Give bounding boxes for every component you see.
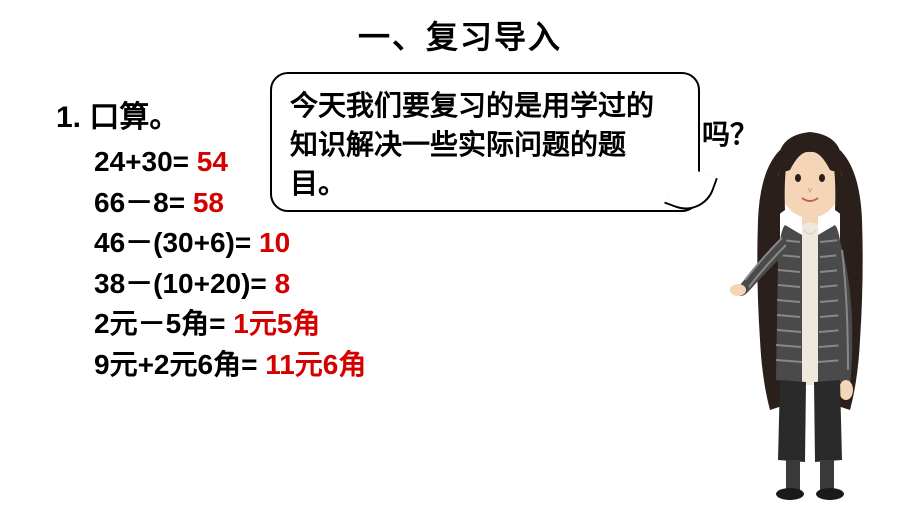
speech-bubble: 今天我们要复习的是用学过的知识解决一些实际问题的题目。 — [270, 72, 700, 212]
equation-answer: 54 — [197, 146, 228, 177]
equation-answer: 10 — [259, 227, 290, 258]
equation-expression: 46－(30+6)= — [94, 227, 259, 258]
equation-expression: 24+30= — [94, 146, 197, 177]
equation-answer: 11元6角 — [265, 349, 366, 380]
equation-line: 46－(30+6)= 10 — [94, 223, 366, 264]
equation-expression: 2元－5角= — [94, 308, 233, 339]
equation-expression: 38－(10+20)= — [94, 268, 275, 299]
teacher-illustration — [730, 120, 890, 500]
equation-line: 2元－5角= 1元5角 — [94, 304, 366, 345]
equation-line: 38－(10+20)= 8 — [94, 264, 366, 305]
equation-answer: 58 — [193, 187, 224, 218]
section-label: 1. 口算。 — [56, 92, 179, 136]
equation-answer: 1元5角 — [233, 308, 320, 339]
slide-title: 一、复习导入 — [358, 12, 562, 58]
equation-line: 9元+2元6角= 11元6角 — [94, 345, 366, 386]
equation-answer: 8 — [275, 268, 291, 299]
speech-text: 今天我们要复习的是用学过的知识解决一些实际问题的题目。 — [290, 90, 654, 199]
equation-expression: 66－8= — [94, 187, 193, 218]
equation-expression: 9元+2元6角= — [94, 349, 265, 380]
